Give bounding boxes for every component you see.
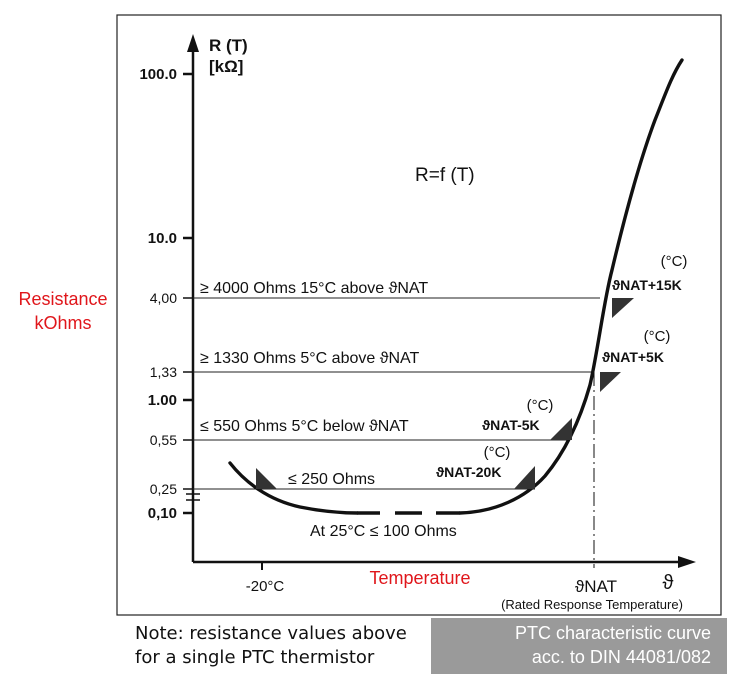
y-tick-label: 1.00 (148, 392, 177, 409)
y-tick-label: 100.0 (139, 66, 177, 83)
annotation-1330: ≥ 1330 Ohms 5°C above ϑNAT (200, 350, 420, 367)
point-unit: (°C) (661, 253, 688, 270)
y-axis-label: R (T) (209, 36, 248, 55)
chart-title: R=f (T) (415, 165, 475, 186)
y-tick-label: 0,25 (150, 481, 177, 497)
point-unit: (°C) (484, 444, 511, 461)
series-line (228, 58, 684, 515)
x-tick-label: ϑ (663, 572, 674, 594)
y-ticks: 100.0 10.0 4,00 1,33 1.00 0,55 0,25 0,10 (139, 66, 193, 522)
x-tick-label: ϑNAT (575, 577, 617, 596)
point-unit: (°C) (644, 328, 671, 345)
annotation-4000: ≥ 4000 Ohms 15°C above ϑNAT (200, 280, 428, 297)
point-label: ϑNAT+15K (612, 277, 682, 293)
x-tick-note: (Rated Response Temperature) (501, 597, 683, 612)
tolerance-marker (514, 466, 535, 489)
resistance-label-line1: Resistance (18, 289, 108, 309)
caption-box: PTC characteristic curve acc. to DIN 440… (431, 618, 727, 674)
resistance-side-label: Resistance kOhms (4, 287, 122, 335)
x-axis-arrow (678, 556, 696, 568)
chart-frame (116, 14, 722, 616)
y-tick-label: 1,33 (150, 364, 177, 380)
annotation-550: ≤ 550 Ohms 5°C below ϑNAT (200, 418, 409, 435)
note-text: Note: resistance values above for a sing… (135, 622, 407, 670)
annotation-250: ≤ 250 Ohms (288, 471, 375, 488)
y-axis-unit: [kΩ] (209, 57, 243, 76)
point-unit: (°C) (527, 397, 554, 414)
note-line-2: for a single PTC thermistor (135, 647, 375, 668)
tolerance-marker (612, 298, 634, 318)
y-tick-label: 0,10 (148, 505, 177, 522)
point-label: ϑNAT-20K (436, 464, 501, 480)
reference-lines (193, 297, 600, 490)
annotation-25c: At 25°C ≤ 100 Ohms (310, 523, 457, 540)
tolerance-marker (600, 372, 621, 392)
y-tick-label: 4,00 (150, 290, 177, 306)
x-tick-label: -20°C (246, 578, 285, 595)
note-line-1: Note: resistance values above (135, 623, 407, 644)
y-axis-arrow (187, 34, 199, 52)
caption-line-2: acc. to DIN 44081/082 (531, 647, 711, 667)
caption-line-1: PTC characteristic curve (514, 623, 711, 643)
x-axis-label: Temperature (369, 568, 471, 588)
tolerance-marker (550, 418, 572, 440)
y-tick-label: 10.0 (148, 230, 177, 247)
y-tick-label: 0,55 (150, 432, 177, 448)
point-label: ϑNAT-5K (482, 417, 540, 433)
tolerance-marker (256, 468, 277, 489)
point-label: ϑNAT+5K (602, 349, 664, 365)
resistance-label-line2: kOhms (34, 313, 92, 333)
